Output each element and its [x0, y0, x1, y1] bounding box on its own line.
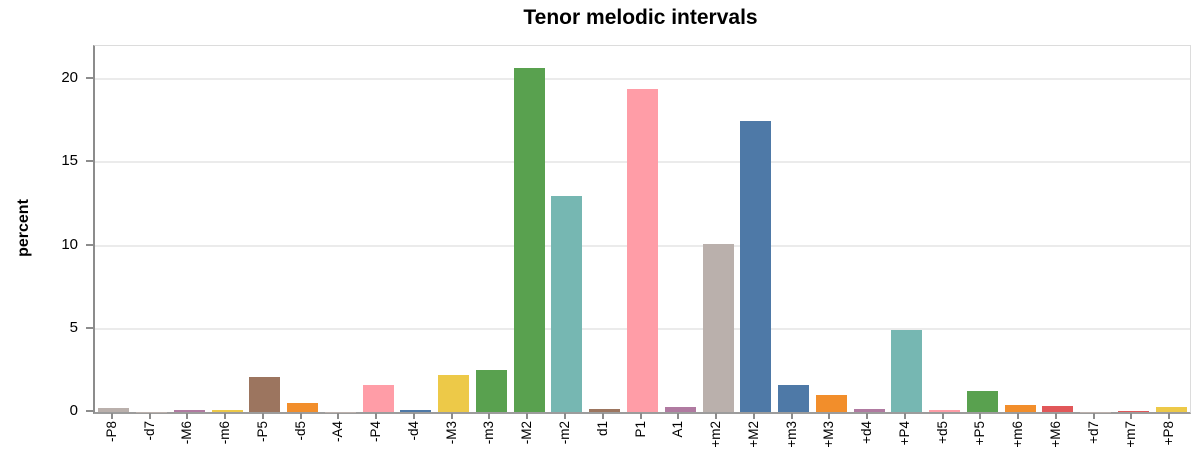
x-tick-label-+M2: +M2 [745, 421, 761, 448]
x-tick-label--P4: -P4 [368, 421, 384, 443]
x-tick-label-+d4: +d4 [859, 421, 875, 444]
bar-+m2 [702, 243, 734, 412]
bar-+m3 [778, 385, 810, 412]
bar-d1 [589, 408, 621, 412]
x-tick-mark [412, 413, 415, 419]
x-tick-mark [1092, 413, 1095, 419]
x-tick-mark [337, 413, 340, 419]
y-tick-label: 10 [61, 235, 78, 253]
x-tick-label-+m2: +m2 [708, 421, 724, 448]
y-tick-mark [86, 243, 93, 246]
x-tick-label--M6: -M6 [179, 421, 195, 445]
x-tick-label-d1: d1 [594, 421, 610, 437]
x-tick-mark [261, 413, 264, 419]
x-tick-mark [148, 413, 151, 419]
y-tick-mark [86, 410, 93, 412]
x-tick-mark [375, 413, 378, 419]
bar--d5 [287, 402, 319, 412]
bar-+m7 [1117, 411, 1149, 412]
bar--d4 [400, 410, 432, 412]
bar--m3 [475, 370, 507, 412]
gridline-20 [95, 78, 1190, 81]
bar-A1 [664, 407, 696, 412]
y-axis-label: percent [15, 199, 32, 257]
bar-+d5 [929, 410, 961, 412]
x-tick-mark [110, 413, 113, 419]
x-tick-label-+P5: +P5 [972, 421, 988, 446]
x-tick-label--m3: -m3 [481, 421, 497, 445]
x-tick-label-+m6: +m6 [1010, 421, 1026, 448]
y-tick-label: 0 [69, 402, 78, 419]
bar-+m6 [1004, 404, 1036, 412]
bar-P1 [627, 89, 658, 412]
bar--P4 [362, 384, 394, 412]
x-tick-label-+d7: +d7 [1085, 421, 1101, 444]
x-tick-mark [601, 413, 604, 419]
x-tick-label-A1: A1 [670, 421, 686, 438]
x-tick-label-+d5: +d5 [934, 421, 950, 444]
x-tick-label-+M6: +M6 [1047, 421, 1063, 448]
bar-+M2 [740, 120, 772, 412]
x-tick-mark [1054, 413, 1057, 419]
bar--m2 [551, 195, 583, 412]
x-tick-label--P5: -P5 [254, 421, 270, 443]
x-tick-mark [828, 413, 831, 419]
x-tick-label-+m7: +m7 [1123, 421, 1139, 448]
bar-+d4 [853, 409, 885, 412]
bar-+P5 [966, 391, 998, 412]
bar-+M6 [1042, 405, 1074, 412]
x-tick-label-P1: P1 [632, 421, 648, 438]
bar--M2 [513, 67, 545, 412]
y-tick-label: 20 [61, 69, 78, 87]
x-tick-mark [526, 413, 529, 419]
x-tick-mark [1168, 413, 1171, 419]
x-tick-mark [752, 413, 755, 419]
x-tick-mark [186, 413, 189, 419]
x-tick-mark [941, 413, 944, 419]
y-tick-label: 5 [69, 318, 78, 336]
x-tick-mark [224, 413, 227, 419]
x-tick-label--A4: -A4 [330, 421, 346, 443]
x-tick-label-+m3: +m3 [783, 421, 799, 448]
bar--M3 [438, 374, 470, 412]
x-tick-label--m6: -m6 [217, 421, 233, 445]
x-tick-label--m2: -m2 [556, 421, 572, 445]
bar--P8 [98, 407, 130, 412]
y-tick-mark [86, 326, 93, 329]
x-tick-mark [639, 413, 642, 419]
x-tick-label-+P8: +P8 [1161, 421, 1177, 446]
x-tick-label-+P4: +P4 [896, 421, 912, 446]
x-tick-label--M3: -M3 [443, 421, 459, 445]
bar-+P4 [891, 329, 923, 412]
x-tick-label-+M3: +M3 [821, 421, 837, 448]
x-tick-mark [866, 413, 869, 419]
x-tick-mark [299, 413, 302, 419]
x-tick-mark [563, 413, 566, 419]
bar--P5 [249, 377, 281, 412]
x-tick-mark [488, 413, 491, 419]
y-tick-mark [86, 160, 93, 163]
x-tick-label--d4: -d4 [405, 421, 421, 441]
chart-title: Tenor melodic intervals [523, 6, 758, 29]
x-tick-mark [903, 413, 906, 419]
bar-+P8 [1155, 407, 1187, 412]
x-tick-mark [1130, 413, 1133, 419]
x-tick-mark [677, 413, 680, 419]
bar--m6 [211, 410, 243, 412]
x-tick-label--M2: -M2 [519, 421, 535, 445]
bar-+M3 [815, 394, 847, 412]
plot-area [93, 45, 1191, 414]
x-tick-mark [715, 413, 718, 419]
x-tick-mark [790, 413, 793, 419]
x-tick-label--d7: -d7 [141, 421, 157, 441]
x-tick-label--d5: -d5 [292, 421, 308, 441]
y-tick-label: 15 [61, 152, 78, 170]
x-tick-mark [1017, 413, 1020, 419]
x-tick-mark [979, 413, 982, 419]
bar--M6 [173, 409, 205, 412]
y-tick-mark [86, 77, 93, 80]
x-tick-label--P8: -P8 [103, 421, 119, 443]
x-tick-mark [450, 413, 453, 419]
